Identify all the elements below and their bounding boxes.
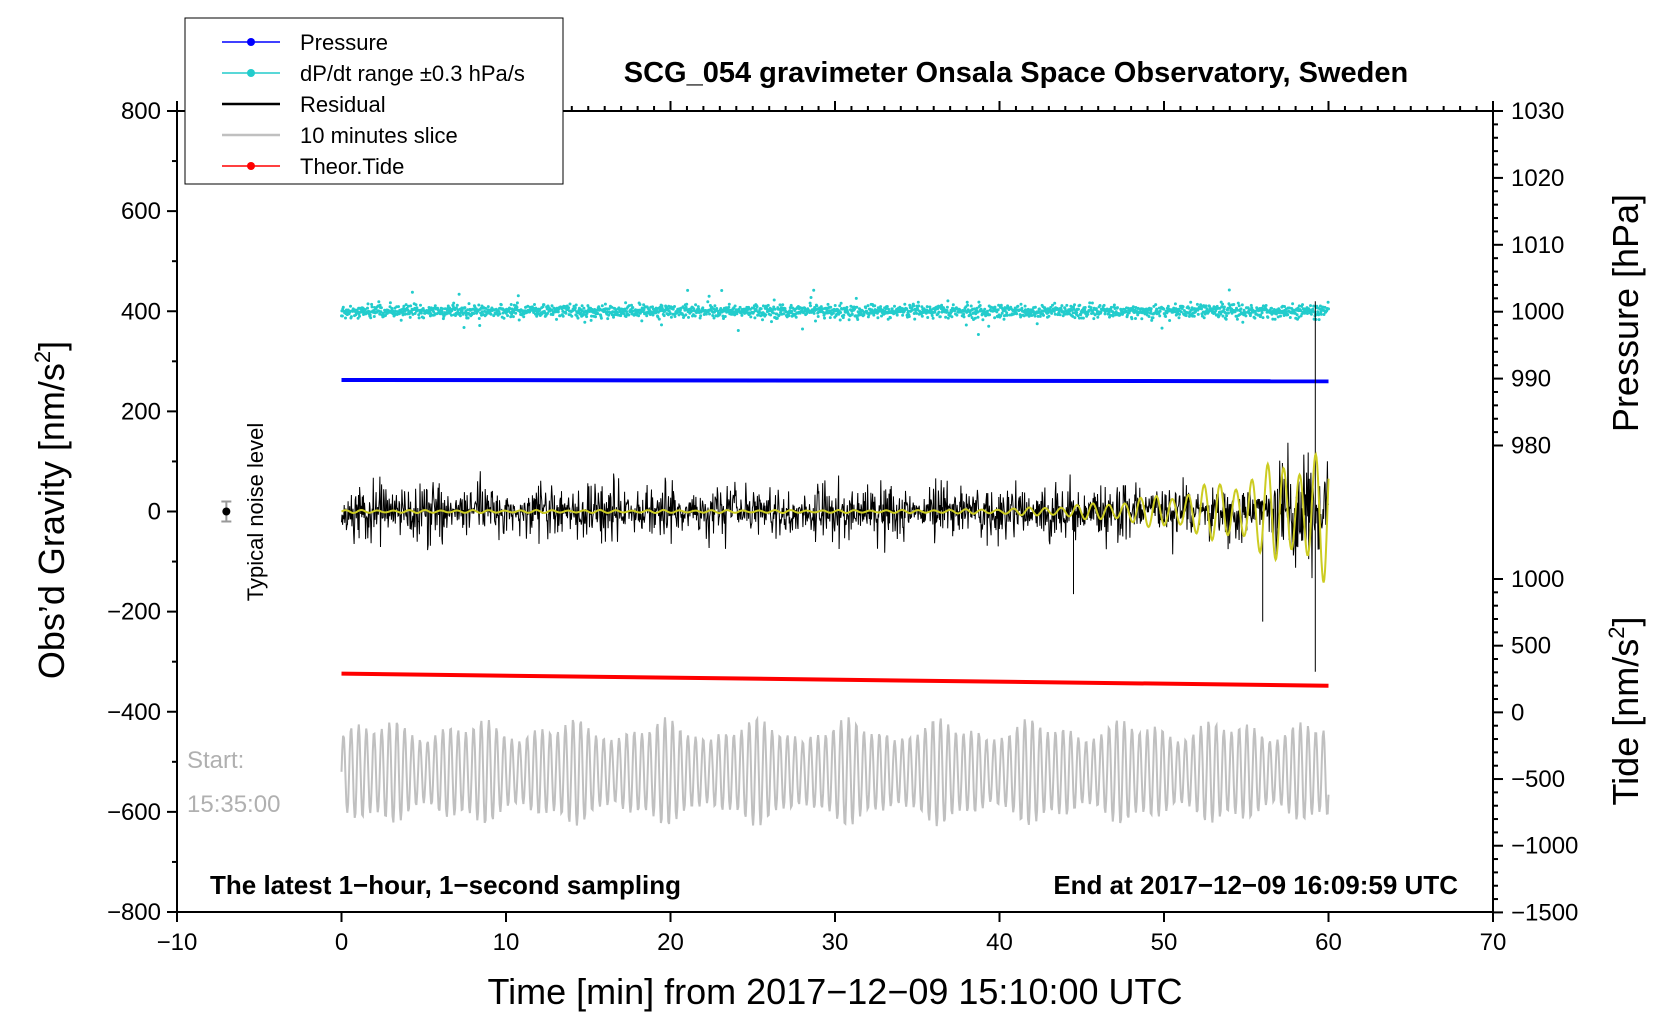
y-left-tick-label: −200 bbox=[107, 599, 161, 626]
series-residual bbox=[341, 301, 1329, 672]
start-label: Start: bbox=[187, 747, 244, 774]
y-left-tick-label: 600 bbox=[121, 198, 161, 225]
bottom-right-annotation: End at 2017−12−09 16:09:59 UTC bbox=[1053, 870, 1458, 900]
y-left-tick-label: 200 bbox=[121, 398, 161, 425]
y-left-tick-label: 800 bbox=[121, 98, 161, 125]
noise-level-marker bbox=[221, 500, 232, 523]
legend-label: 10 minutes slice bbox=[300, 123, 458, 148]
y-left-tick-label: 0 bbox=[148, 499, 161, 526]
y-tide-axis-ticks: 1000 500 0 −500 −1000 −1500 bbox=[1493, 566, 1578, 926]
legend-box bbox=[184, 17, 564, 185]
slice-line bbox=[340, 715, 1330, 827]
y-tide-tick-label: −500 bbox=[1511, 766, 1565, 793]
y-tide-tick-label: −1000 bbox=[1511, 833, 1578, 860]
series-theoretical-tide bbox=[341, 671, 1329, 688]
y-left-label-sup: 2 bbox=[30, 351, 55, 363]
legend-swatch-dot bbox=[247, 162, 255, 170]
x-tick-label: 0 bbox=[335, 929, 348, 956]
y-tide-tick-label: 500 bbox=[1511, 633, 1551, 660]
chart-title: SCG_054 gravimeter Onsala Space Observat… bbox=[624, 57, 1408, 89]
y-pressure-tick-label: 1000 bbox=[1511, 299, 1564, 326]
y-tide-tick-label: 1000 bbox=[1511, 566, 1564, 593]
y-tide-tick-label: −1500 bbox=[1511, 899, 1578, 926]
x-axis-label: Time [min] from 2017−12−09 15:10:00 UTC bbox=[487, 971, 1182, 1012]
tide-line bbox=[341, 671, 1329, 688]
legend-label: Residual bbox=[300, 92, 386, 117]
y-left-label-main: Obs’d Gravity [nm/s bbox=[31, 363, 72, 679]
legend-items: Pressure dP/dt range ±0.3 hPa/s Residual 10… bbox=[222, 30, 525, 179]
y-tide-axis-label: Tide [nm/s2] bbox=[1604, 617, 1646, 806]
x-axis-ticks: −10 0 10 20 30 40 50 60 70 bbox=[157, 101, 1507, 956]
series-pressure bbox=[341, 377, 1329, 384]
y-left-tick-label: 400 bbox=[121, 298, 161, 325]
y-tide-tick-label: 0 bbox=[1511, 699, 1524, 726]
y-pressure-axis-ticks: 1030 1020 1010 1000 990 980 bbox=[1493, 98, 1564, 460]
y-pressure-axis-label: Pressure [hPa] bbox=[1605, 194, 1646, 432]
y-pressure-tick-label: 980 bbox=[1511, 433, 1551, 460]
start-time: 15:35:00 bbox=[187, 791, 280, 818]
x-tick-label: 30 bbox=[822, 929, 849, 956]
legend-swatch-dot bbox=[247, 69, 255, 77]
series-10-minutes-slice bbox=[340, 715, 1330, 827]
bottom-left-annotation: The latest 1−hour, 1−second sampling bbox=[210, 870, 681, 900]
series-dpdt-range bbox=[340, 288, 1331, 336]
y-left-tick-label: −800 bbox=[107, 899, 161, 926]
filtered-residual-line bbox=[341, 451, 1330, 583]
x-tick-label: 40 bbox=[986, 929, 1013, 956]
legend-label: Pressure bbox=[300, 30, 388, 55]
x-tick-label: 70 bbox=[1480, 929, 1507, 956]
y-pressure-tick-label: 1010 bbox=[1511, 232, 1564, 259]
x-tick-label: 20 bbox=[657, 929, 684, 956]
y-pressure-tick-label: 1020 bbox=[1511, 165, 1564, 192]
pressure-line bbox=[341, 377, 1329, 384]
y-left-tick-label: −600 bbox=[107, 799, 161, 826]
y-pressure-tick-label: 990 bbox=[1511, 366, 1551, 393]
x-tick-label: 10 bbox=[493, 929, 520, 956]
legend-label: Theor.Tide bbox=[300, 154, 404, 179]
y-pressure-tick-label: 1030 bbox=[1511, 98, 1564, 125]
noise-point bbox=[222, 507, 231, 516]
y-left-axis-ticks: 800 600 400 200 0 −200 −400 −600 −800 bbox=[107, 98, 177, 926]
noise-level-label: Typical noise level bbox=[243, 423, 268, 602]
legend-label: dP/dt range ±0.3 hPa/s bbox=[300, 61, 525, 86]
y-left-tick-label: −400 bbox=[107, 699, 161, 726]
y-left-axis-label: Obs’d Gravity [nm/s2] bbox=[30, 341, 72, 679]
x-tick-label: 50 bbox=[1151, 929, 1178, 956]
y-left-label-end: ] bbox=[31, 341, 72, 351]
legend: Pressure dP/dt range ±0.3 hPa/s Residual 10… bbox=[184, 17, 564, 185]
y-tide-label-sup: 2 bbox=[1604, 627, 1629, 639]
y-tide-label-main: Tide [nm/s bbox=[1605, 639, 1646, 806]
dpdt-points bbox=[340, 288, 1331, 336]
residual-line bbox=[341, 301, 1329, 672]
series-filtered-residual bbox=[341, 451, 1330, 583]
x-tick-label: −10 bbox=[157, 929, 198, 956]
x-tick-label: 60 bbox=[1315, 929, 1342, 956]
y-tide-label-end: ] bbox=[1605, 617, 1646, 627]
legend-swatch-dot bbox=[247, 38, 255, 46]
